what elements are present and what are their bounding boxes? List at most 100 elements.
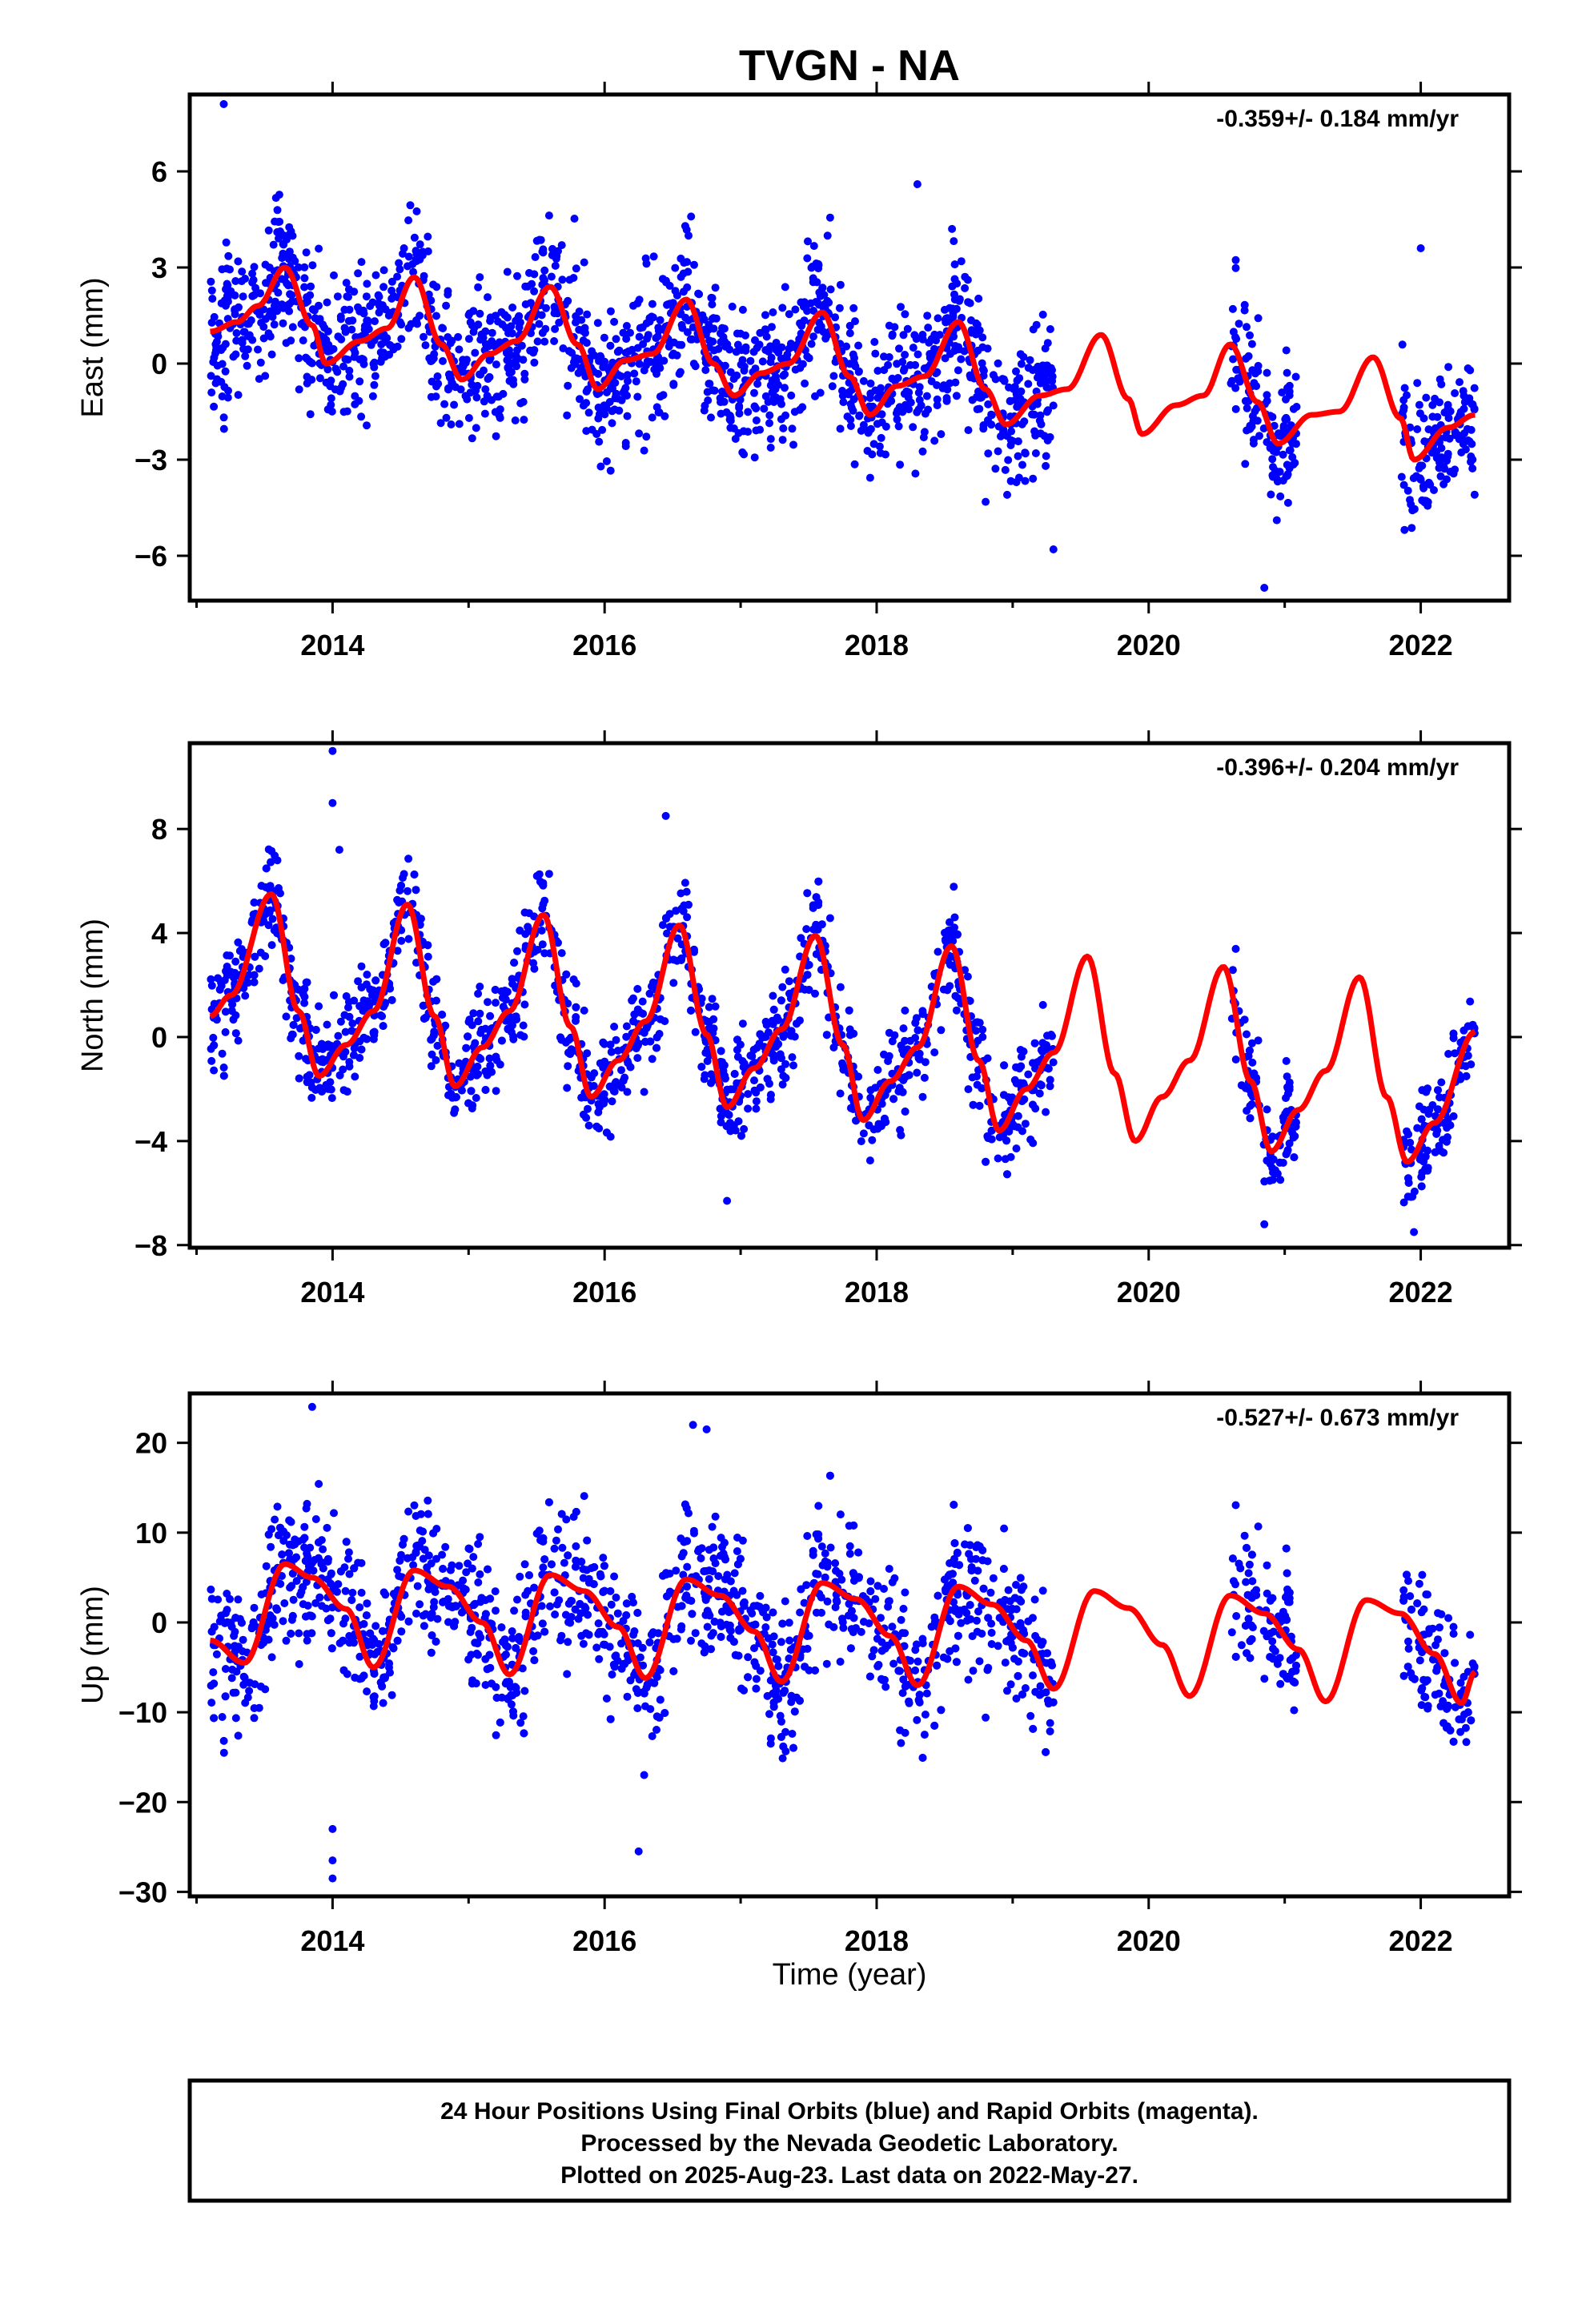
data-point (868, 1652, 877, 1661)
data-point (987, 410, 996, 419)
data-point (404, 887, 412, 895)
data-point (488, 337, 496, 346)
data-point (642, 432, 651, 441)
data-point (656, 1015, 665, 1023)
data-point (1283, 1072, 1291, 1081)
data-point (300, 984, 309, 993)
data-point (1248, 366, 1257, 375)
data-point (751, 364, 760, 373)
data-point (491, 986, 500, 994)
data-point (944, 927, 953, 935)
data-point (633, 1054, 642, 1063)
data-point (1042, 1108, 1050, 1116)
data-point (211, 379, 220, 388)
data-point (628, 996, 636, 1005)
data-point (1456, 378, 1464, 387)
data-point (1418, 496, 1427, 505)
data-point (1237, 1641, 1246, 1650)
data-point (1014, 437, 1022, 446)
data-point (345, 372, 354, 381)
data-point (1231, 255, 1240, 264)
data-point (513, 947, 521, 955)
data-point (612, 335, 620, 344)
data-point (234, 257, 243, 266)
data-point (226, 1594, 234, 1603)
data-point (895, 344, 903, 353)
data-point (347, 325, 356, 334)
data-point (521, 300, 530, 308)
data-point (468, 434, 476, 443)
data-point (1431, 1148, 1439, 1156)
data-point (999, 375, 1008, 384)
data-point (440, 400, 449, 408)
data-point (1029, 1100, 1037, 1109)
data-point (315, 374, 324, 383)
data-point (948, 282, 957, 291)
data-point (239, 1635, 247, 1644)
data-point (606, 1040, 615, 1049)
data-point (564, 381, 572, 390)
data-point (987, 1126, 996, 1135)
data-point (577, 1093, 586, 1102)
data-point (890, 1031, 899, 1039)
data-point (1437, 380, 1446, 388)
data-point (1037, 1046, 1046, 1055)
data-point (645, 317, 654, 326)
data-point (701, 1071, 709, 1080)
data-point (752, 416, 761, 424)
data-point (1466, 997, 1475, 1006)
data-point (257, 882, 266, 891)
data-point (1409, 474, 1418, 483)
data-point (606, 307, 615, 316)
data-point (339, 380, 347, 388)
data-point (595, 437, 604, 446)
data-point (540, 337, 549, 346)
data-point (1005, 383, 1013, 392)
data-point (868, 1136, 877, 1144)
data-point (1046, 1031, 1055, 1039)
data-point (483, 392, 492, 400)
data-point (404, 216, 413, 225)
data-point (642, 259, 651, 268)
data-point (1406, 1138, 1415, 1147)
data-point (371, 372, 379, 380)
data-point (901, 1108, 909, 1116)
data-point (954, 345, 963, 354)
data-point (913, 350, 922, 359)
data-point (474, 320, 483, 329)
data-point (952, 392, 961, 400)
data-point (219, 1072, 228, 1080)
data-point (357, 962, 366, 971)
data-point (350, 1044, 359, 1053)
data-point (303, 1499, 311, 1508)
data-point (1279, 1113, 1287, 1122)
data-point (711, 283, 720, 292)
data-point (393, 947, 402, 955)
data-point (450, 400, 459, 409)
data-point (709, 337, 717, 346)
data-point (1017, 360, 1026, 368)
data-point-outlier (1410, 1228, 1419, 1236)
data-point (697, 1063, 706, 1072)
data-point (370, 363, 379, 372)
data-point (344, 1003, 352, 1011)
data-point (219, 1063, 228, 1072)
data-point (327, 407, 336, 416)
data-point (880, 1585, 888, 1593)
data-point (584, 385, 592, 394)
data-point (620, 386, 629, 395)
data-point (333, 292, 342, 301)
data-point (1288, 439, 1297, 448)
data-point (781, 1597, 789, 1606)
data-point (577, 1631, 586, 1640)
data-point (849, 395, 858, 404)
data-point (271, 217, 279, 226)
data-point (444, 370, 453, 379)
data-point (462, 1043, 471, 1052)
data-point (744, 1090, 753, 1099)
data-point (785, 989, 794, 998)
data-point (363, 279, 371, 288)
data-point (761, 346, 770, 355)
data-point (234, 938, 243, 947)
data-point (711, 1512, 720, 1521)
